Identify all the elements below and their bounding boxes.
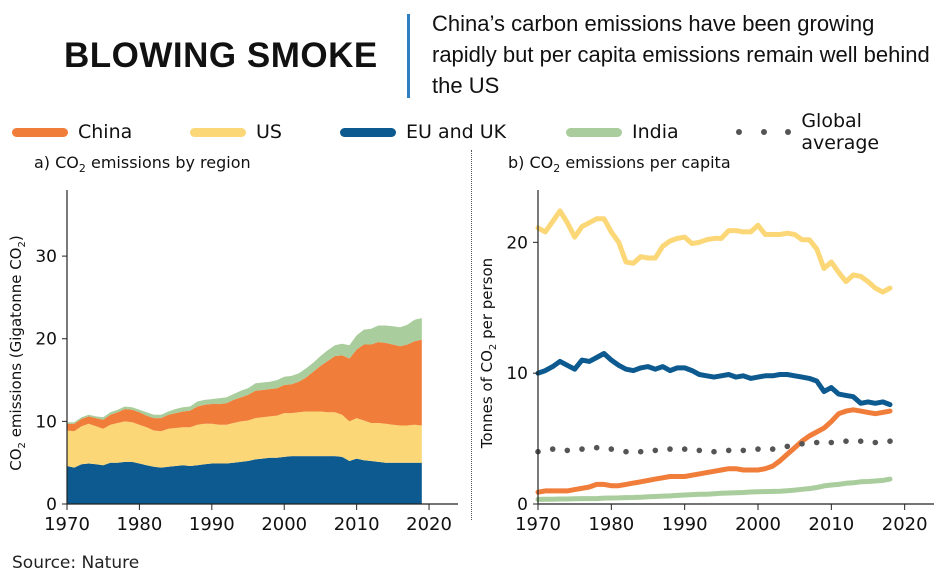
legend-item-india: India: [566, 118, 679, 146]
panel-b-title-prefix: b) CO: [508, 153, 554, 172]
chart-b-co2-per-capita: 1970 1980 1990 2000 2010 2020 0 10 20 Tonnes of C…: [478, 190, 934, 535]
chart-b-point-global-average: [667, 446, 673, 452]
chart-b-x-tick-label: 1970: [515, 514, 561, 535]
chart-b-y-label-suffix: per person: [478, 258, 496, 344]
panel-a-title-suffix: emissions by region: [85, 153, 251, 172]
chart-a-x-tick-label: 2010: [334, 514, 380, 535]
chart-b-point-global-average: [579, 446, 585, 452]
chart-b-y-label-sub: 2: [488, 344, 499, 350]
chart-a-y-label-middle: emissions (Gigatonne CO: [7, 248, 25, 443]
chart-b-point-global-average: [637, 448, 644, 455]
chart-b-point-global-average: [593, 444, 600, 451]
legend-swatch-eu-uk: [340, 127, 396, 137]
chart-b-point-global-average: [828, 439, 835, 446]
panel-b-title: b) CO2 emissions per capita: [508, 153, 731, 175]
chart-a-x-tick-label: 1970: [44, 514, 90, 535]
panel-b-title-suffix: emissions per capita: [560, 153, 731, 172]
panel-a-title-prefix: a) CO: [34, 153, 79, 172]
chart-a-x-tick-label: 1980: [117, 514, 163, 535]
chart-a-area-india: [67, 318, 422, 424]
chart-b-series-india: [535, 476, 893, 502]
chart-a-x-tick-label: 2000: [261, 514, 307, 535]
chart-a-area-us: [67, 411, 422, 468]
chart-b-x-tick-label: 1980: [588, 514, 634, 535]
panel-a-title-sub: 2: [78, 162, 86, 176]
chart-b-series-china: [535, 407, 893, 495]
legend-label-us: US: [256, 121, 282, 143]
chart-b-x-tick-label: 2000: [735, 514, 781, 535]
chart-b-x-tick-label: 2010: [808, 514, 854, 535]
chart-b-point-global-average: [872, 439, 879, 446]
legend-dots-global-average: [736, 128, 792, 137]
chart-b-point-global-average: [696, 447, 703, 454]
chart-b-x-tick-label: 2020: [882, 514, 928, 535]
legend-label-eu-uk: EU and UK: [406, 121, 507, 143]
title-divider-bar: [407, 14, 410, 98]
chart-b-point-global-average: [725, 447, 732, 454]
chart-b-series-eu-and-uk: [535, 351, 893, 408]
chart-a-y-label: CO2 emissions (Gigatonne CO2): [7, 235, 28, 470]
chart-a-area-china: [67, 339, 422, 432]
chart-a-y-tick-label: 0: [46, 495, 57, 515]
panel-b-title-sub: 2: [553, 162, 561, 176]
chart-a-y-label-sub: 2: [17, 442, 28, 448]
legend-label-global-average: Global average: [801, 110, 880, 154]
legend-label-china: China: [78, 121, 133, 143]
chart-b-y-tick-label: 10: [506, 364, 528, 384]
chart-b-series-global-average: [535, 438, 893, 455]
legend-item-global-average: Global average: [736, 110, 944, 154]
chart-b-point-global-average: [681, 446, 688, 452]
chart-b-x-tick-label: 1990: [662, 514, 708, 535]
chart-b-point-global-average: [784, 443, 791, 450]
chart-b-point-global-average: [843, 438, 849, 445]
chart-b-point-global-average: [652, 447, 659, 454]
legend-item-us: US: [190, 118, 282, 146]
chart-a-y-tick-label: 20: [35, 330, 57, 350]
chart-b-point-global-average: [755, 446, 761, 452]
chart-b-point-global-average: [711, 448, 717, 455]
chart-b-point-global-average: [769, 446, 776, 452]
chart-a-y-tick-label: 30: [35, 247, 57, 267]
legend-label-india: India: [632, 121, 679, 143]
legend-swatch-us: [190, 127, 246, 137]
chart-a-area-eu-and-uk: [67, 456, 422, 504]
chart-b-point-global-average: [740, 447, 747, 454]
chart-b-y-label: Tonnes of CO2 per person: [478, 258, 499, 449]
source-note: Source: Nature: [12, 553, 140, 573]
chart-b-point-global-average: [549, 446, 556, 452]
chart-a-y-label-prefix: CO: [7, 448, 25, 470]
chart-subtitle: China’s carbon emissions have been growi…: [432, 11, 930, 98]
legend-swatch-china: [12, 127, 68, 137]
chart-b-y-tick-label: 0: [517, 495, 528, 515]
chart-b-series-us: [535, 208, 893, 295]
chart-b-y-label-prefix: Tonnes of CO: [478, 350, 496, 449]
panel-a-title: a) CO2 emissions by region: [34, 153, 251, 175]
chart-b-point-global-average: [857, 438, 864, 445]
legend-item-eu-uk: EU and UK: [340, 118, 506, 146]
legend-item-china: China: [12, 118, 132, 146]
chart-a-y-tick-label: 10: [35, 412, 57, 432]
chart-title: BLOWING SMOKE: [64, 36, 378, 75]
chart-a-y-label-sub2: 2: [17, 241, 28, 247]
chart-a-y-label-suffix: ): [7, 235, 25, 241]
chart-b-point-global-average: [813, 439, 820, 446]
chart-b-point-global-average: [564, 447, 571, 454]
chart-b-point-global-average: [608, 446, 615, 452]
legend: China US EU and UK India Global average: [0, 110, 944, 154]
panel-divider: [471, 150, 472, 520]
chart-a-x-tick-label: 1990: [189, 514, 235, 535]
chart-b-point-global-average: [799, 441, 805, 447]
legend-swatch-india: [566, 127, 622, 137]
chart-b-point-global-average: [623, 448, 629, 455]
chart-a-x-tick-label: 2020: [406, 514, 452, 535]
chart-b-point-global-average: [887, 438, 893, 445]
chart-b-y-tick-label: 20: [506, 233, 528, 253]
